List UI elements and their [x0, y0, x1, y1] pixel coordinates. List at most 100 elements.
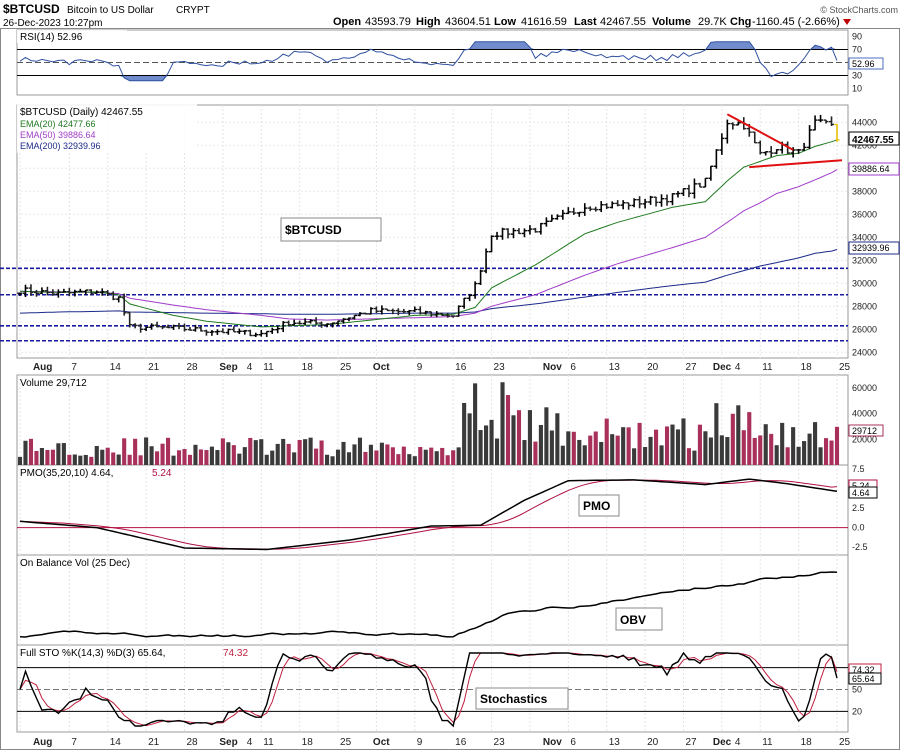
- exchange-label: CRYPT: [176, 5, 210, 16]
- price-bar: [395, 308, 401, 316]
- low-label: Low: [494, 16, 516, 28]
- price-bar: [445, 312, 451, 318]
- price-bar: [708, 165, 714, 181]
- pmo-signal-tag-text: 5.24: [852, 481, 870, 491]
- volume-bar: [314, 448, 319, 465]
- price-bar: [406, 309, 412, 316]
- price-bar: [521, 228, 527, 238]
- price-bar: [631, 198, 637, 208]
- sto-k-line: [19, 651, 838, 728]
- price-bar: [587, 206, 593, 212]
- volume-bar: [615, 435, 620, 465]
- price-bar: [181, 323, 187, 332]
- rsi-label-bg: [17, 30, 127, 43]
- price-bar: [362, 312, 368, 315]
- x-axis-label: 23: [494, 737, 506, 748]
- volume-bar: [456, 447, 461, 465]
- price-bar: [527, 225, 533, 235]
- volume-bar: [78, 455, 83, 465]
- volume-bar: [215, 450, 220, 465]
- x-axis-label: Aug: [33, 737, 52, 748]
- volume-bar: [467, 413, 472, 465]
- x-axis-label: Sep: [219, 737, 237, 748]
- x-axis-label: Dec: [713, 737, 732, 748]
- price-bar: [253, 332, 259, 338]
- price-bar: [483, 248, 489, 274]
- pmo-annotation-box: [578, 494, 620, 517]
- volume-bar: [253, 440, 258, 465]
- volume-bar: [763, 424, 768, 465]
- x-axis-lower: Aug 7 14 21 28 Sep 4 11 18 25 Oct 9 16 23 Nov 6 13 20 27 De…: [33, 737, 851, 748]
- price-bar: [423, 310, 429, 315]
- price-bar: [609, 201, 615, 209]
- price-bar: [494, 231, 500, 240]
- volume-bar: [231, 445, 236, 465]
- volume-bar: [549, 430, 554, 465]
- volume-panel-label: Volume 29,712: [20, 378, 87, 389]
- volume-bar: [308, 437, 313, 465]
- volume-bar: [72, 454, 77, 465]
- price-bar: [373, 306, 379, 314]
- volume-bar: [560, 445, 565, 465]
- price-bar: [554, 214, 560, 220]
- x-axis-label: 18: [801, 737, 813, 748]
- volume-bar: [670, 424, 675, 465]
- volume-bar: [538, 425, 543, 465]
- volume-bar: [708, 437, 713, 465]
- price-bar: [763, 151, 769, 156]
- x-axis-label: 7: [71, 362, 77, 373]
- date-label: 26-Dec-2023 10:27pm: [3, 18, 103, 29]
- volume-bar: [346, 452, 352, 465]
- price-bar: [730, 122, 736, 130]
- x-axis-label: 18: [302, 362, 314, 373]
- price-bar: [664, 194, 670, 206]
- pmo-signal-label: 5.24: [152, 468, 172, 479]
- sto-annotation-box: [475, 687, 569, 710]
- volume-bar: [527, 410, 532, 465]
- volume-bar: [165, 437, 171, 465]
- ema50-tag-text: 39886.64: [852, 164, 890, 174]
- x-axis-label: Nov: [543, 362, 562, 373]
- x-axis-label: 20: [647, 362, 659, 373]
- volume-bar: [39, 447, 44, 465]
- volume-bar: [28, 438, 34, 465]
- volume-bar: [692, 450, 697, 465]
- volume-bar: [292, 452, 297, 465]
- rsi-plot: [17, 41, 848, 82]
- price-bar: [834, 123, 840, 142]
- x-axis-label: 18: [302, 737, 314, 748]
- price-bar: [198, 326, 204, 332]
- price-bar: [247, 329, 253, 337]
- sto-label: Full STO %K(14,3) %D(3) 65.64,: [20, 648, 165, 659]
- volume-bar: [802, 441, 807, 465]
- volume-bar: [769, 433, 774, 465]
- volume-tag: [848, 424, 884, 437]
- volume-bar: [829, 440, 834, 465]
- rsi-value-tag-text: 52.96: [852, 59, 875, 69]
- ema20-line: [19, 139, 838, 328]
- x-axis-label: 7: [71, 737, 77, 748]
- price-bar: [231, 326, 237, 333]
- obv-plot: [19, 571, 838, 638]
- volume-plot: [17, 382, 840, 465]
- price-bar: [72, 289, 78, 297]
- volume-bar: [363, 451, 368, 465]
- price-bar: [450, 315, 456, 318]
- volume-bar: [434, 451, 439, 465]
- price-bar: [807, 125, 813, 150]
- x-axis-label: 6: [570, 737, 576, 748]
- price-bar: [50, 289, 56, 296]
- price-bar: [165, 324, 171, 329]
- volume-bar: [368, 444, 373, 465]
- rsi-oversold-fill: [20, 75, 837, 81]
- volume-bar: [149, 446, 154, 465]
- price-bar: [768, 146, 774, 158]
- volume-bar: [61, 443, 66, 465]
- volume-bar: [204, 450, 209, 465]
- pmo-tick-label: 0.0: [852, 523, 865, 533]
- volume-bar: [445, 455, 450, 465]
- volume-bar: [511, 415, 516, 465]
- price-bar: [77, 288, 83, 293]
- price-tick-label: 44000: [852, 117, 877, 127]
- x-axis-label: 14: [110, 737, 122, 748]
